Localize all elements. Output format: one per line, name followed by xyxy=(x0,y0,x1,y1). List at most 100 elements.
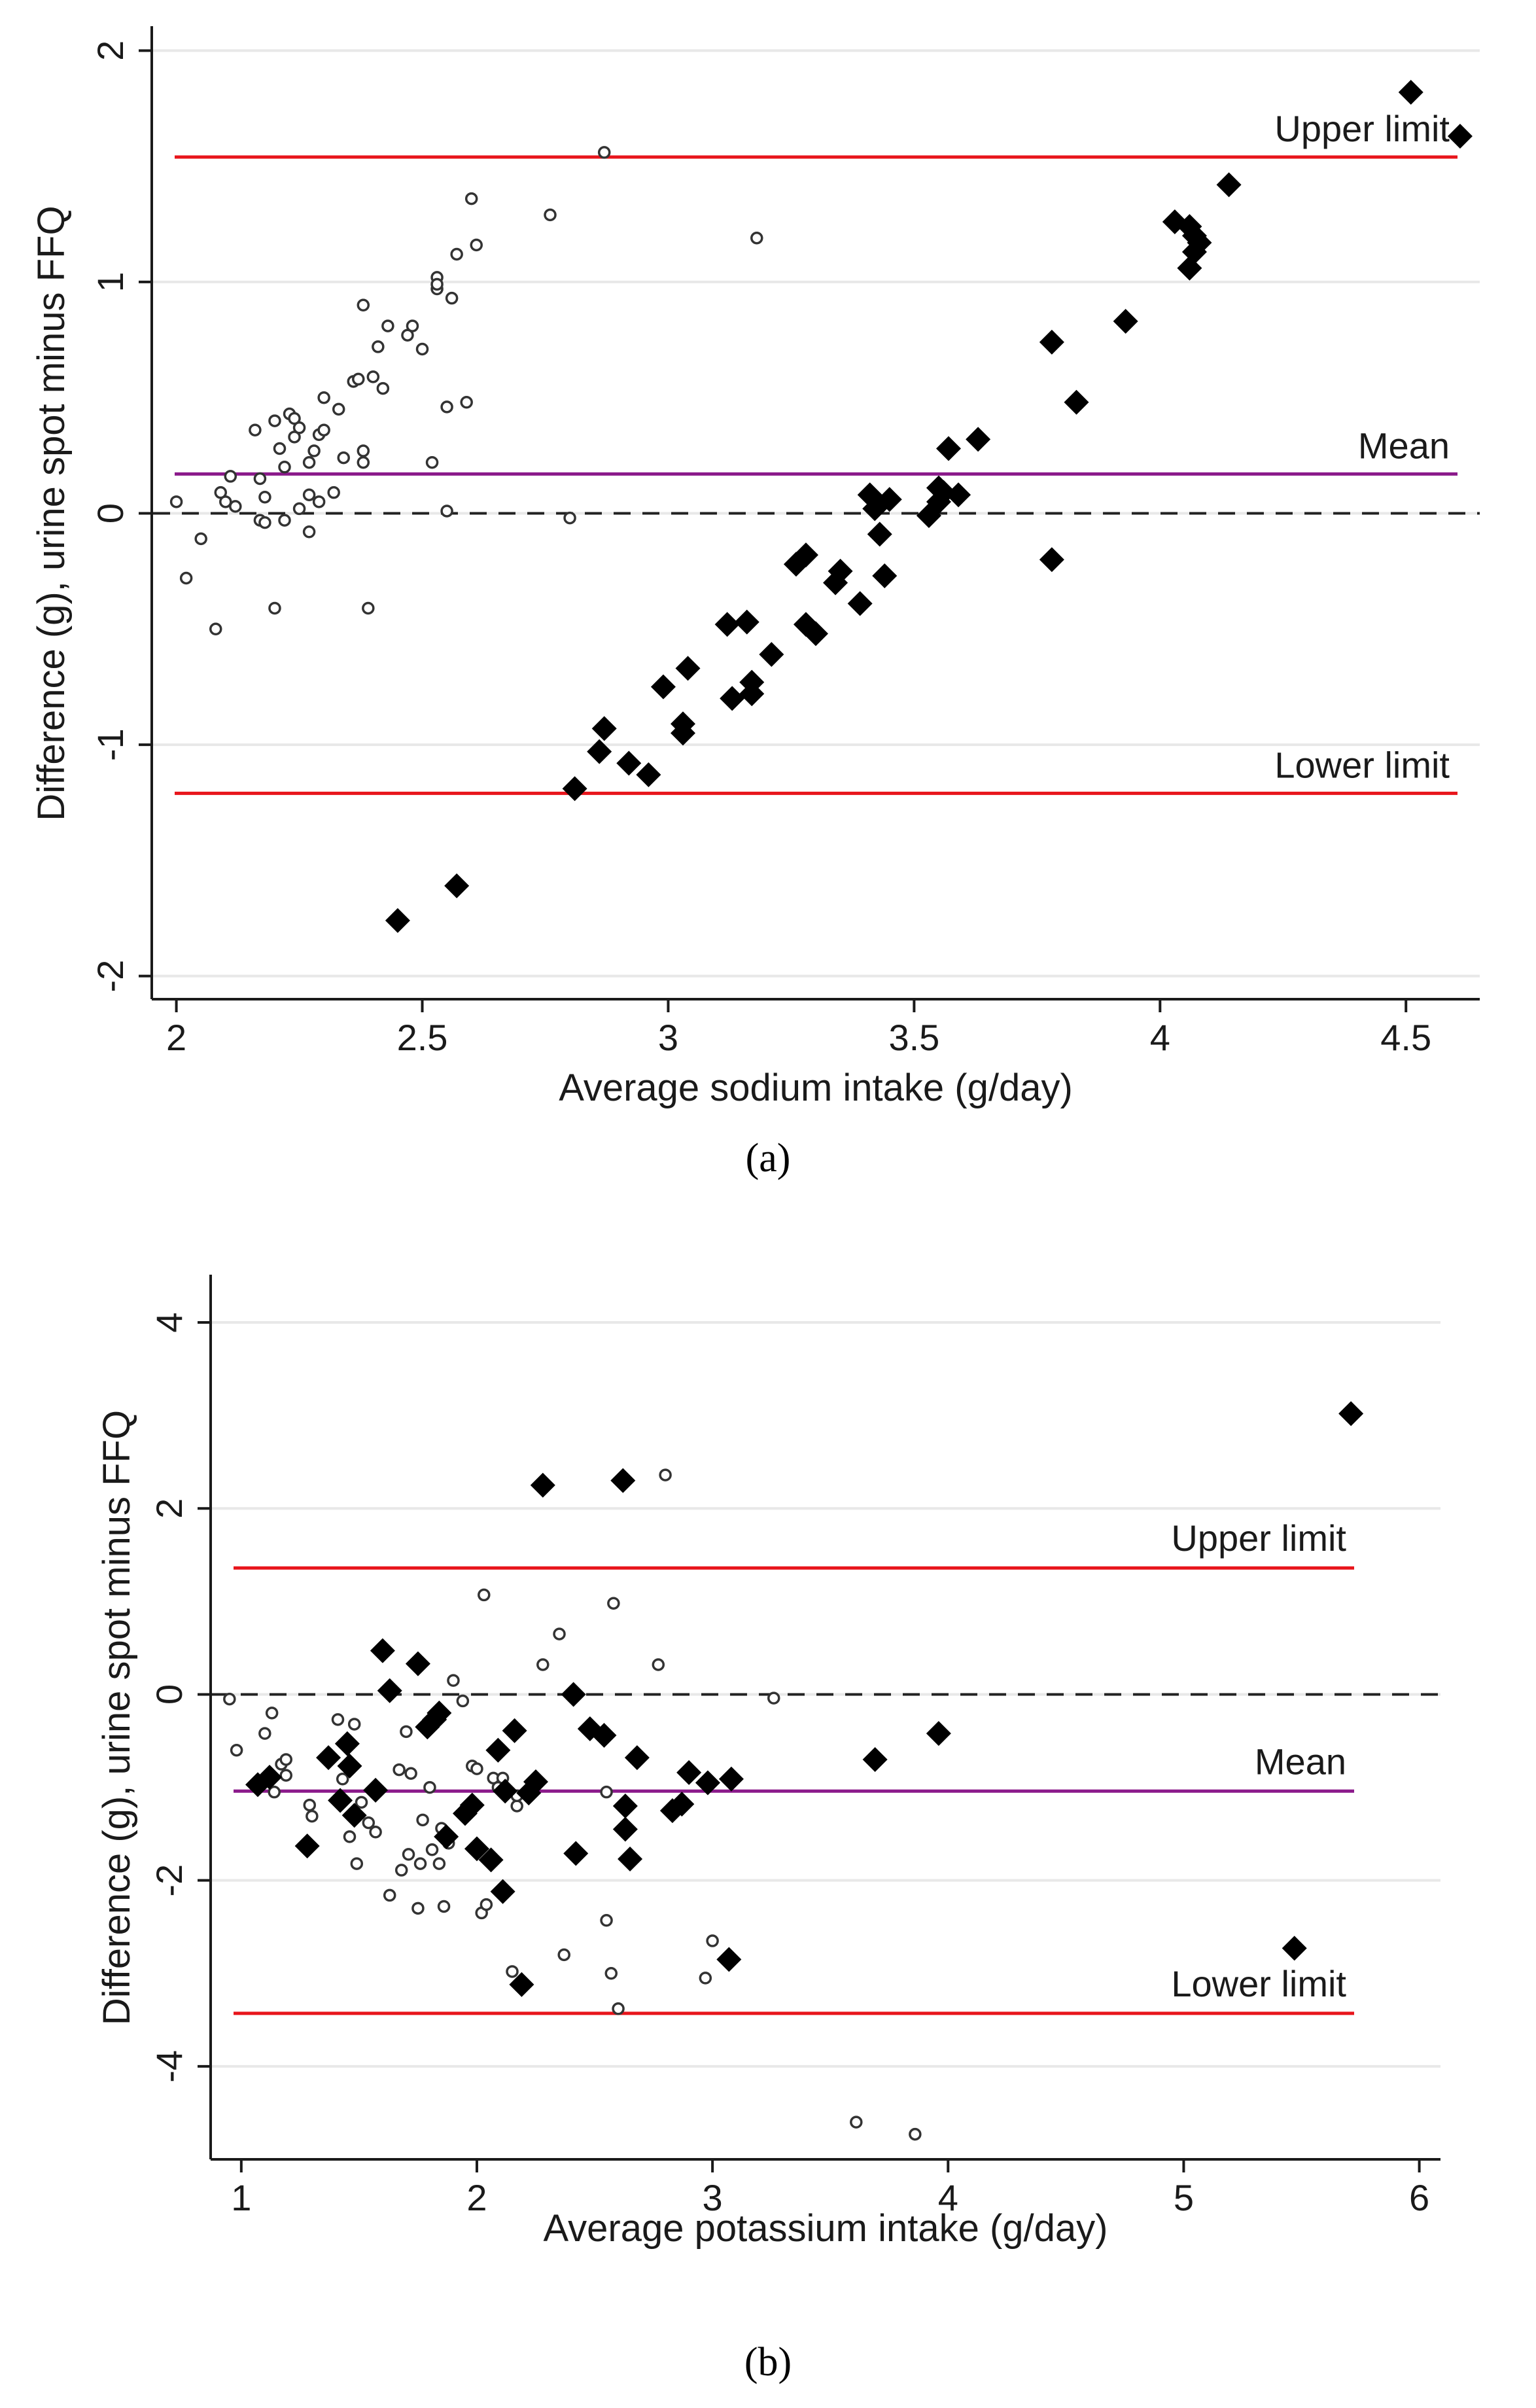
panel-b-diamond-point-1 xyxy=(257,1764,283,1790)
panel-a-circle-point-11 xyxy=(258,491,271,504)
panel-a-circle-point-15 xyxy=(273,442,287,455)
panel-b-diamond-point-40 xyxy=(695,1770,720,1796)
panel-a-diamond-point-6 xyxy=(636,762,661,788)
panel-a-circle-point-42 xyxy=(376,381,390,395)
panel-b-diamond-point-35 xyxy=(618,1847,643,1871)
panel-b-diamond-point-19 xyxy=(478,1847,504,1873)
panel-a-y-tick-label-0: -2 xyxy=(90,960,131,993)
panel-b-x-tick-label-3: 4 xyxy=(938,2177,958,2218)
panel-b-circle-point-12 xyxy=(336,1773,349,1786)
panel-b-circle-point-22 xyxy=(394,1864,408,1877)
panel-b-diamond-point-12 xyxy=(415,1714,440,1740)
panel-b-circle-point-17 xyxy=(355,1796,368,1809)
panel-b-circle-point-54 xyxy=(604,1967,618,1980)
panel-a-diamond-point-2 xyxy=(562,776,587,802)
panel-b-diamond-point-4 xyxy=(328,1788,353,1813)
panel-b-circle-point-33 xyxy=(437,1900,451,1913)
panel-a-x-tick-label-5: 4.5 xyxy=(1380,1017,1431,1058)
panel-b-line-label-mean: Mean xyxy=(1255,1741,1346,1782)
panel-a-circle-point-21 xyxy=(292,421,306,434)
panel-a-circle-point-57 xyxy=(470,238,483,252)
panel-a-circle-point-39 xyxy=(362,601,375,615)
panel-b-circle-point-36 xyxy=(456,1694,470,1708)
panel-a-chart: 2 2.5 3 3.5 4 4.5 -2 -1 0 1 2 Upper limit Mean Low… xyxy=(30,26,1480,1180)
panel-a-diamond-point-34 xyxy=(946,482,971,508)
panel-b-y-axis-label: Difference (g), urine spot minus FFQ xyxy=(96,1410,138,2025)
panel-b-circle-point-4 xyxy=(265,1707,279,1720)
panel-a-circle-point-1 xyxy=(179,571,193,585)
panel-a-circle-point-60 xyxy=(597,146,611,159)
panel-b-circle-point-19 xyxy=(369,1826,382,1839)
panel-b-circle-point-49 xyxy=(536,1658,550,1671)
panel-b-y-tick-label-3: 2 xyxy=(148,1498,190,1519)
panel-a-circle-point-3 xyxy=(209,622,222,636)
panel-a-x-tick-label-2: 3 xyxy=(658,1017,678,1058)
panel-b-circle-point-1 xyxy=(230,1743,243,1757)
panel-b-diamond-point-9 xyxy=(370,1638,395,1663)
panel-a-diamond-point-26 xyxy=(867,522,892,547)
panel-a-circle-point-7 xyxy=(229,500,242,513)
panel-a-diamond-point-48 xyxy=(1447,124,1473,149)
panel-a-circle-point-25 xyxy=(302,488,316,501)
panel-a-circle-point-37 xyxy=(357,444,370,457)
panel-b-diamond-point-34 xyxy=(612,1816,638,1842)
panel-a-circle-point-52 xyxy=(440,505,453,518)
panel-a-circle-point-0 xyxy=(169,495,183,508)
panel-a-circle-point-32 xyxy=(332,402,345,416)
panel-b-circle-point-41 xyxy=(478,1588,491,1602)
panel-a-circle-point-5 xyxy=(219,495,232,508)
panel-a-diamond-point-27 xyxy=(872,563,898,588)
panel-a-scatter-points xyxy=(169,80,1473,933)
panel-a-diamond-point-20 xyxy=(803,621,828,646)
panel-b-x-axis-label: Average potassium intake (g/day) xyxy=(544,2207,1108,2250)
panel-a-circle-point-47 xyxy=(425,455,439,469)
panel-b-circle-point-9 xyxy=(303,1798,317,1812)
panel-b-diamond-point-33 xyxy=(612,1794,638,1818)
panel-a-circle-point-56 xyxy=(464,192,478,205)
panel-a-diamond-point-0 xyxy=(385,908,410,933)
panel-b-circle-point-24 xyxy=(402,1848,415,1861)
panel-a-diamond-point-39 xyxy=(1113,309,1138,334)
panel-a-y-tick-label-2: 0 xyxy=(90,503,131,523)
panel-a-diamond-point-16 xyxy=(759,642,784,667)
panel-b-circle-point-55 xyxy=(607,1597,620,1610)
panel-a-y-tick-label-1: -1 xyxy=(90,728,131,761)
panel-a-circle-point-17 xyxy=(278,514,291,527)
panel-b-x-tick-label-2: 3 xyxy=(703,2177,723,2218)
panel-a-diamond-point-3 xyxy=(587,739,612,764)
panel-a-diamond-point-18 xyxy=(793,542,818,568)
panel-a-diamond-point-13 xyxy=(734,609,759,635)
panel-b-diamond-point-20 xyxy=(485,1737,511,1763)
panel-a-line-label-upper: Upper limit xyxy=(1274,108,1450,149)
panel-b-y-tick-label-1: -2 xyxy=(148,1864,190,1897)
panel-b-diamond-point-45 xyxy=(1282,1936,1307,1961)
panel-b-reference-lines xyxy=(212,1566,1440,2015)
panel-a-circle-point-58 xyxy=(544,208,557,222)
panel-a-circle-point-26 xyxy=(307,444,321,457)
panel-a-diamond-point-12 xyxy=(720,686,745,711)
panel-b-scatter-points xyxy=(223,1401,1364,2141)
panel-b-diamond-point-42 xyxy=(716,1947,742,1972)
panel-b-circle-point-20 xyxy=(383,1888,396,1902)
panel-b-diamond-point-29 xyxy=(563,1841,589,1866)
panel-a-circle-point-40 xyxy=(366,370,380,383)
panel-b-circle-point-57 xyxy=(652,1658,665,1671)
panel-b-circle-point-53 xyxy=(600,1785,613,1799)
panel-a-circle-point-29 xyxy=(317,391,330,404)
panel-a-circle-point-10 xyxy=(253,472,267,486)
panel-b-diamond-point-6 xyxy=(337,1753,362,1779)
panel-b-circle-point-39 xyxy=(470,1762,483,1775)
panel-b-diamond-point-17 xyxy=(459,1792,485,1818)
panel-a-diamond-point-15 xyxy=(739,669,765,695)
panel-b-circle-point-11 xyxy=(331,1713,345,1726)
panel-b-diamond-point-27 xyxy=(530,1472,555,1498)
panel-a-diamond-point-38 xyxy=(1064,389,1089,415)
panel-b-diamond-point-25 xyxy=(516,1780,542,1806)
panel-a-diamond-point-11 xyxy=(714,612,740,637)
panel-a-circle-point-41 xyxy=(372,340,385,353)
panel-b-circle-point-3 xyxy=(258,1727,271,1740)
panel-b-circle-point-15 xyxy=(347,1718,361,1731)
panel-b-circle-point-23 xyxy=(400,1725,413,1739)
panel-a-circle-point-36 xyxy=(357,455,370,469)
panel-a-circle-point-8 xyxy=(249,423,262,436)
